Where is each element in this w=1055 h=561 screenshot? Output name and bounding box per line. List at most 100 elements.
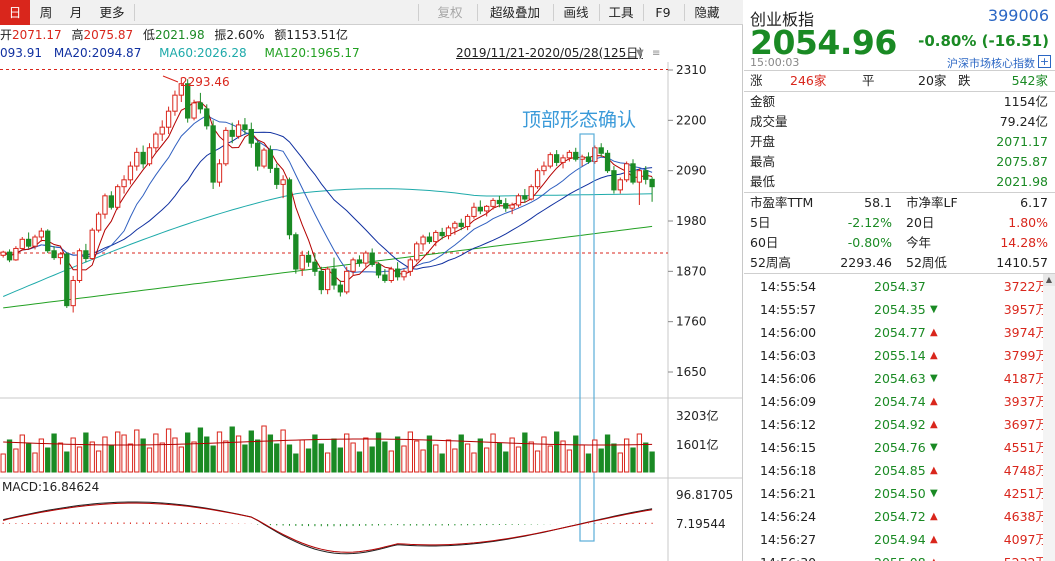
stat-row: 60日 -0.80% 今年 14.28% xyxy=(750,233,1048,253)
ma20-legend: MA20:2094.87 xyxy=(53,46,142,60)
tick-time: 14:56:09 xyxy=(760,394,817,409)
quote-row-label: 开盘 xyxy=(750,134,776,149)
stat-row: 市盈率TTM 58.1 市净率LF 6.17 xyxy=(750,193,1048,213)
tick-row[interactable]: 14:56:21 2054.50 ▼ 4251万 xyxy=(744,482,1048,505)
tick-row[interactable]: 14:55:54 2054.37 3722万 xyxy=(744,275,1048,298)
index-code: 399006 xyxy=(987,6,1049,25)
candle-body xyxy=(6,251,13,261)
hide-button[interactable]: 隐藏 xyxy=(694,5,720,20)
candle-body xyxy=(261,149,267,167)
tick-row[interactable]: 14:56:24 2054.72 ▲ 4638万 xyxy=(744,505,1048,528)
stat-label: 5日 xyxy=(750,215,771,230)
amplitude-value: 2.60% xyxy=(226,28,265,42)
volume-bar xyxy=(102,436,108,473)
volume-bar xyxy=(490,433,496,473)
volume-bar xyxy=(261,425,267,473)
tick-row[interactable]: 14:56:03 2055.14 ▲ 3799万 xyxy=(744,344,1048,367)
ma-legend: 093.91 MA20:2094.87 MA60:2026.28 MA120:1… xyxy=(0,45,740,62)
candle-body xyxy=(76,250,83,281)
volume-bar xyxy=(191,441,197,473)
tick-row[interactable]: 14:56:30 2055.08 ▲ 5232万 xyxy=(744,551,1048,561)
volume-bar xyxy=(159,442,165,473)
candle-body xyxy=(636,170,643,183)
quote-row: 最低 2021.98 xyxy=(750,172,1048,192)
date-range[interactable]: 2019/11/21-2020/05/28(125日) xyxy=(456,46,643,60)
adjust-button[interactable]: 复权 xyxy=(437,5,463,20)
volume-bar xyxy=(464,443,471,473)
volume-bar xyxy=(76,446,83,473)
volume-bar xyxy=(38,438,45,473)
stat-label: 52周低 xyxy=(906,255,947,270)
quote-row-value: 2021.98 xyxy=(996,174,1048,189)
volume-bar xyxy=(560,440,566,473)
tick-time: 14:56:03 xyxy=(760,348,817,363)
volume-bar xyxy=(57,442,64,473)
price-axis-label: 2310 xyxy=(676,63,707,77)
fall-label: 跌 xyxy=(958,73,971,88)
tick-price: 2054.92 xyxy=(874,417,926,432)
candle-body xyxy=(458,222,464,227)
volume-bar xyxy=(89,441,95,473)
scroll-up-icon[interactable]: ▲ xyxy=(1043,274,1055,286)
fall-count: 542家 xyxy=(1011,73,1048,88)
candle-body xyxy=(477,206,483,212)
tick-row[interactable]: 14:56:00 2054.77 ▲ 3974万 xyxy=(744,321,1048,344)
quote-row-label: 最高 xyxy=(750,154,776,169)
volume-bar xyxy=(274,443,280,473)
tab-daily[interactable]: 日 xyxy=(0,0,30,25)
tab-weekly[interactable]: 周 xyxy=(39,5,53,20)
tick-row[interactable]: 14:56:18 2054.85 ▲ 4748万 xyxy=(744,459,1048,482)
candle-body xyxy=(592,147,598,163)
f9-button[interactable]: F9 xyxy=(655,5,671,20)
tick-price: 2054.85 xyxy=(874,463,926,478)
candle-body xyxy=(566,151,573,159)
stat-label: 市净率LF xyxy=(906,195,958,210)
tick-list-scrollbar[interactable]: ▲ xyxy=(1043,274,1055,561)
volume-bar xyxy=(19,434,25,473)
add-icon[interactable]: + xyxy=(1038,55,1051,68)
volume-bar xyxy=(337,447,344,473)
candle-body xyxy=(223,129,229,165)
range-menu-icon[interactable]: ≡ xyxy=(652,48,661,59)
overlay-button[interactable]: 超级叠加 xyxy=(489,5,540,20)
volume-bar xyxy=(375,432,382,473)
stat-label: 今年 xyxy=(906,235,932,250)
tick-row[interactable]: 14:56:27 2054.94 ▲ 4097万 xyxy=(744,528,1048,551)
price-axis-label: 1650 xyxy=(676,365,707,379)
core-index-link[interactable]: 沪深市场核心指数 xyxy=(947,57,1035,70)
volume-bar xyxy=(331,438,337,473)
candle-body xyxy=(394,268,401,278)
tick-row[interactable]: 14:55:57 2054.35 ▼ 3957万 xyxy=(744,298,1048,321)
stat-label: 市盈率TTM xyxy=(750,195,814,210)
candle-body xyxy=(70,279,76,307)
candle-body xyxy=(45,230,51,252)
candle-body xyxy=(649,178,655,188)
tick-row[interactable]: 14:56:09 2054.74 ▲ 3937万 xyxy=(744,390,1048,413)
tab-more[interactable]: 更多 xyxy=(99,5,125,20)
candlestick-chart[interactable]: 2310 2200 2090 1980 1870 1760 1650 2293.46 顶部形态确… xyxy=(0,62,743,561)
candle-body xyxy=(350,259,356,272)
candle-body xyxy=(426,236,433,243)
volume-bar xyxy=(388,450,394,473)
range-dropdown-icon[interactable]: ▼ xyxy=(636,48,644,59)
price-axis-label: 1870 xyxy=(676,264,707,278)
tick-row[interactable]: 14:56:12 2054.92 ▲ 3697万 xyxy=(744,413,1048,436)
candle-body xyxy=(108,195,114,208)
candle-body xyxy=(598,147,604,154)
tick-row[interactable]: 14:56:06 2054.63 ▼ 4187万 xyxy=(744,367,1048,390)
candle-body xyxy=(522,195,528,200)
candle-body xyxy=(604,152,611,172)
volume-bar xyxy=(165,428,172,473)
tick-time: 14:56:18 xyxy=(760,463,817,478)
open-value: 2071.17 xyxy=(12,28,62,42)
candle-body xyxy=(324,268,331,291)
candle-body xyxy=(356,259,363,264)
tools-button[interactable]: 工具 xyxy=(608,5,634,20)
tick-row[interactable]: 14:56:15 2054.76 ▼ 4551万 xyxy=(744,436,1048,459)
tab-monthly[interactable]: 月 xyxy=(69,5,83,20)
tick-time: 14:56:21 xyxy=(760,486,817,501)
draw-line-button[interactable]: 画线 xyxy=(563,5,589,20)
last-price: 2054.96 xyxy=(750,23,897,62)
quote-row: 最高 2075.87 xyxy=(750,152,1048,172)
